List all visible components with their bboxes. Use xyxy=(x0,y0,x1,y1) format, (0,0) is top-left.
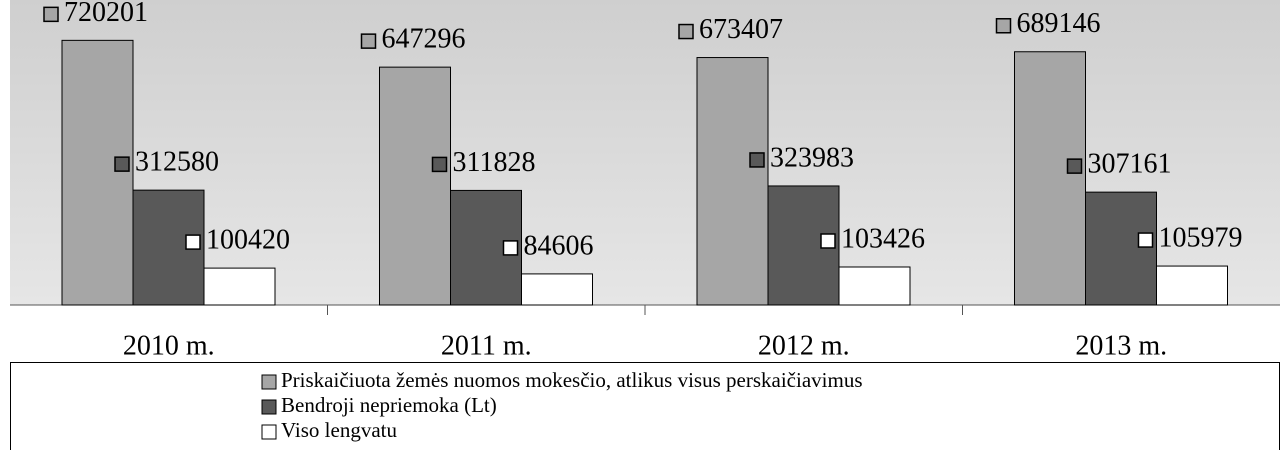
data-label-key xyxy=(1066,158,1083,174)
data-label: 307161 xyxy=(1088,149,1172,180)
data-label-key xyxy=(360,33,377,49)
data-label-key xyxy=(502,240,519,256)
bar xyxy=(1085,191,1157,306)
legend-label: Priskaičiuota žemės nuomos mokesčio, atl… xyxy=(281,368,863,392)
legend-key xyxy=(261,424,277,440)
data-label-key xyxy=(749,152,765,168)
data-label: 311828 xyxy=(453,147,536,178)
legend-label: Viso lengvatu xyxy=(281,418,397,442)
legend-key xyxy=(261,399,277,415)
data-label-key xyxy=(820,233,836,249)
x-tick-label: 2013 m. xyxy=(1075,330,1167,361)
legend-label: Bendroji nepriemoka (Lt) xyxy=(281,393,497,417)
bar xyxy=(838,266,911,306)
legend-key xyxy=(261,374,277,390)
data-label: 103426 xyxy=(841,223,925,254)
data-label-key xyxy=(114,156,130,172)
data-label-key xyxy=(1137,232,1154,248)
data-label-key xyxy=(995,18,1012,34)
bar xyxy=(379,66,451,306)
bar xyxy=(521,273,593,306)
data-label: 673407 xyxy=(699,14,783,45)
bar xyxy=(1156,265,1228,306)
x-tick-label: 2012 m. xyxy=(758,330,850,361)
data-label: 84606 xyxy=(524,230,594,261)
data-label: 100420 xyxy=(206,225,290,256)
data-label-key xyxy=(431,156,448,173)
data-label: 647296 xyxy=(382,24,466,55)
data-label-key xyxy=(185,234,201,250)
data-label: 312580 xyxy=(135,147,219,178)
data-label: 689146 xyxy=(1017,8,1101,39)
data-label: 323983 xyxy=(770,142,854,173)
x-tick-label: 2010 m. xyxy=(123,330,215,361)
data-label: 105979 xyxy=(1159,222,1243,253)
x-tick-label: 2011 m. xyxy=(441,330,532,361)
data-label-key xyxy=(678,23,694,40)
bar xyxy=(767,185,840,306)
bar xyxy=(61,39,134,306)
bar xyxy=(1014,51,1086,306)
data-label-key xyxy=(43,6,59,23)
legend-box xyxy=(10,362,1280,450)
data-label: 720201 xyxy=(64,0,148,28)
bar xyxy=(696,57,769,306)
bar xyxy=(203,267,276,306)
